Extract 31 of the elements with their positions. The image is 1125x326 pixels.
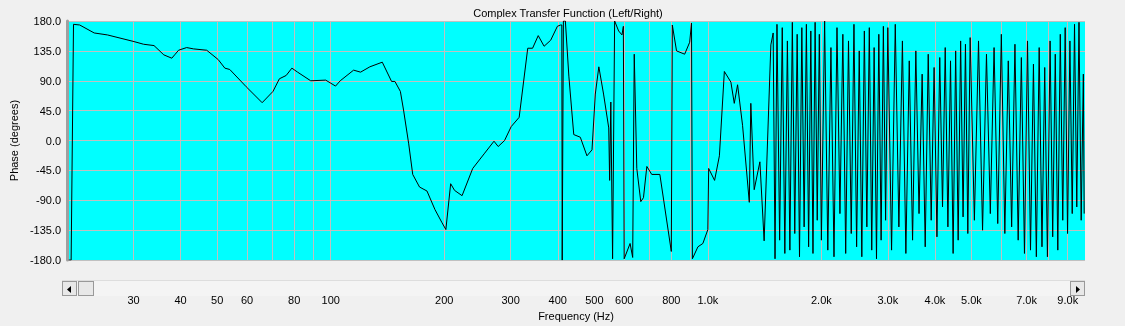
- y-tick-label: -90.0: [36, 194, 62, 207]
- y-tick-label: -180.0: [29, 254, 62, 267]
- x-tick-label: 2.0k: [810, 293, 833, 306]
- x-tick-label: 3.0k: [877, 293, 899, 306]
- y-tick-label: 0.0: [45, 134, 62, 147]
- x-tick-label: 40: [174, 293, 187, 306]
- y-tick-label: 90.0: [39, 74, 62, 87]
- x-tick-label: 9.0k: [1057, 293, 1079, 306]
- x-axis-title: Frequency (Hz): [538, 309, 614, 322]
- x-tick-label: 60: [240, 293, 254, 306]
- x-tick-label: 500: [585, 293, 604, 306]
- x-tick-label: 4.0k: [924, 293, 946, 306]
- x-tick-label: 300: [501, 293, 520, 306]
- y-tick-label: 45.0: [39, 104, 62, 117]
- y-tick-label: -135.0: [29, 224, 62, 237]
- x-tick-label: 400: [548, 293, 567, 306]
- y-tick-label: 135.0: [33, 44, 62, 57]
- y-axis-title: Phase (degrees): [7, 99, 20, 182]
- x-tick-label: 600: [615, 293, 634, 306]
- x-tick-label: 80: [288, 293, 301, 306]
- x-tick-label: 30: [127, 293, 140, 306]
- chart-title: Complex Transfer Function (Left/Right): [473, 6, 663, 19]
- x-tick-label: 7.0k: [1016, 293, 1038, 306]
- x-tick-label: 800: [662, 293, 681, 306]
- x-tick-label: 5.0k: [961, 293, 983, 306]
- y-tick-label: -45.0: [36, 164, 62, 177]
- x-tick-label: 100: [321, 293, 340, 306]
- y-tick-label: 180.0: [33, 15, 62, 27]
- x-tick-label: 200: [435, 293, 454, 306]
- x-tick-label: 50: [211, 293, 224, 306]
- x-tick-label: 1.0k: [697, 293, 719, 306]
